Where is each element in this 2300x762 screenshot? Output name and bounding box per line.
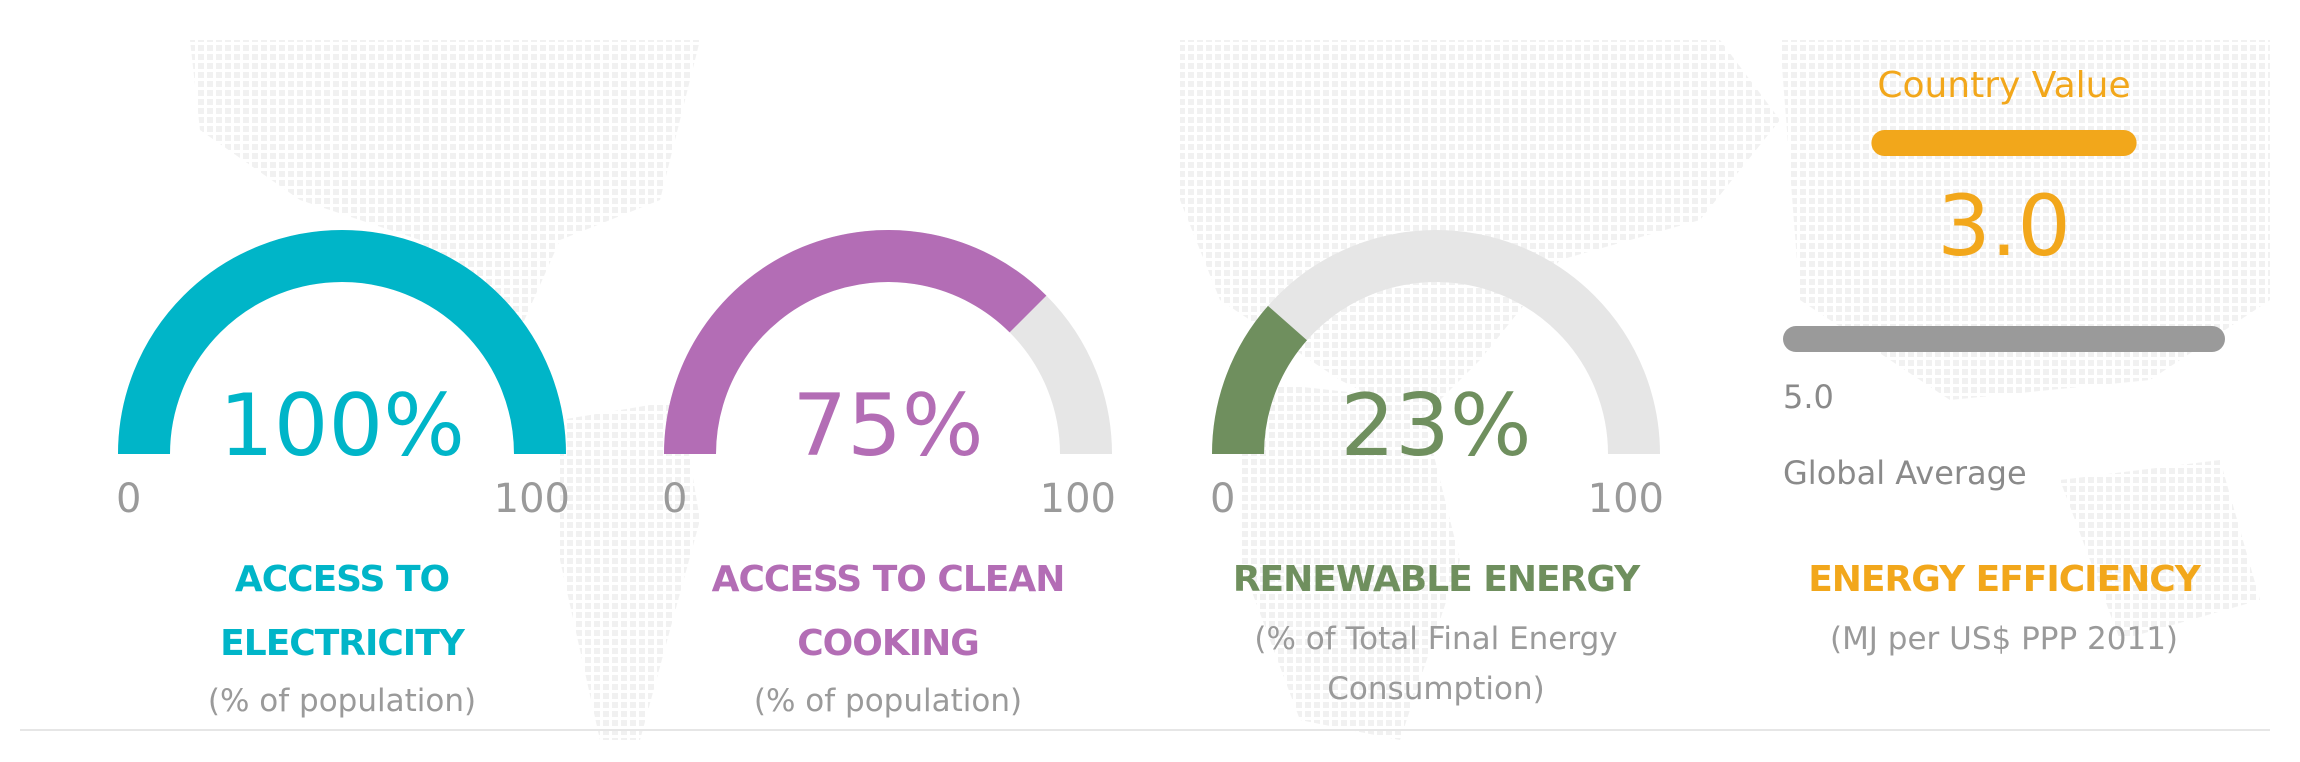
gauge-tick-label: 100 xyxy=(1588,476,1664,522)
gauge-arc xyxy=(1212,305,1308,455)
comparison-subtitle: (MJ per US$ PPP 2011) xyxy=(1829,621,2179,657)
gauge-tick-label: 0 xyxy=(662,476,687,522)
gauge-subtitle: (% of population) xyxy=(207,683,477,719)
gauge-value: 23% xyxy=(1340,376,1531,476)
global-bar xyxy=(1783,326,2225,352)
gauge-tick-label: 0 xyxy=(116,476,141,522)
gauge-arc xyxy=(118,230,566,455)
gauge-subtitle: (% of population) xyxy=(753,683,1023,719)
gauge-arc xyxy=(664,230,1047,455)
gauge-title: ACCESS TO ELECTRICITY xyxy=(220,559,465,664)
gauge-value: 100% xyxy=(219,376,465,476)
country-value: 3.0 xyxy=(1937,177,2071,275)
gauge-value: 75% xyxy=(792,376,983,476)
country-bar xyxy=(1871,130,2137,156)
gauge-tick-label: 100 xyxy=(1040,476,1116,522)
gauge-title: RENEWABLE ENERGY xyxy=(1232,559,1640,600)
gauge-subtitle: (% of Total Final Energy Consumption) xyxy=(1254,621,1618,707)
gauge-tick-label: 0 xyxy=(1210,476,1235,522)
global-value: 5.0 xyxy=(1783,378,1834,416)
global-label: Global Average xyxy=(1783,454,2027,492)
gauge-tick-label: 100 xyxy=(494,476,570,522)
gauge-title: ACCESS TO CLEAN COOKING xyxy=(711,559,1066,664)
comparison-title: ENERGY EFFICIENCY xyxy=(1808,559,2201,600)
background-map xyxy=(190,40,2270,740)
country-label: Country Value xyxy=(1877,65,2130,106)
